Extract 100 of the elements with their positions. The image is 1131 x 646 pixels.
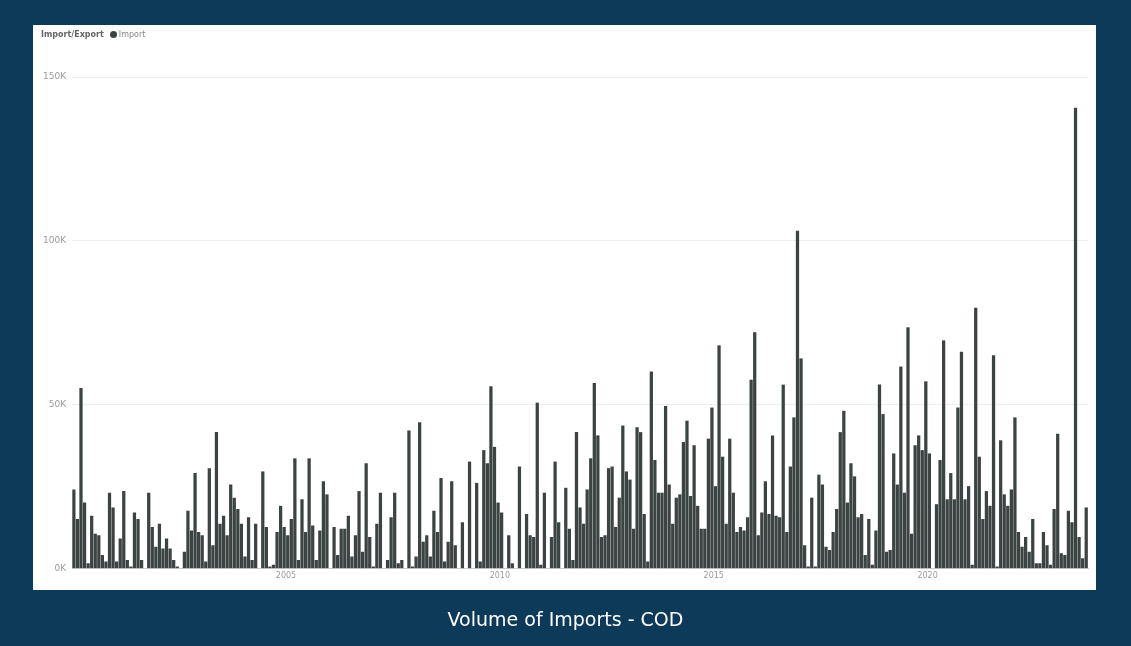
bar bbox=[959, 351, 964, 569]
bar bbox=[763, 481, 768, 569]
bar bbox=[339, 528, 343, 569]
y-tick-label: 150K bbox=[42, 71, 68, 82]
legend-label: Import bbox=[118, 30, 146, 39]
bar bbox=[966, 486, 971, 569]
bar bbox=[877, 384, 882, 569]
bar bbox=[425, 535, 429, 569]
bar bbox=[849, 463, 853, 569]
bar bbox=[553, 461, 557, 569]
bar bbox=[482, 450, 486, 569]
bar bbox=[728, 438, 732, 569]
bar bbox=[432, 510, 436, 569]
bar bbox=[1031, 518, 1035, 569]
bar bbox=[393, 492, 397, 569]
bar bbox=[300, 499, 304, 569]
bar bbox=[592, 382, 596, 569]
x-tick-label: 2010 bbox=[489, 571, 511, 581]
bar bbox=[214, 432, 219, 569]
bar bbox=[842, 410, 846, 569]
bar bbox=[418, 422, 422, 569]
bar bbox=[122, 491, 126, 569]
bar bbox=[1023, 536, 1028, 569]
bar bbox=[489, 386, 493, 569]
bar bbox=[974, 307, 978, 569]
bar bbox=[1041, 532, 1046, 569]
bar bbox=[810, 497, 814, 569]
bar bbox=[407, 430, 411, 569]
bar bbox=[97, 535, 101, 569]
bar bbox=[90, 515, 94, 569]
bar bbox=[132, 512, 137, 569]
bar bbox=[649, 371, 653, 569]
y-tick-label: 0K bbox=[54, 562, 68, 573]
bar bbox=[475, 482, 479, 569]
bar bbox=[924, 381, 928, 569]
bar bbox=[892, 453, 896, 569]
legend-title: Import/Export bbox=[41, 30, 104, 39]
bar bbox=[717, 345, 721, 569]
bar bbox=[460, 522, 465, 569]
bar bbox=[899, 366, 903, 569]
bar bbox=[147, 492, 151, 569]
x-tick-label: 2020 bbox=[917, 571, 938, 581]
bar bbox=[795, 230, 800, 569]
bar bbox=[524, 514, 529, 569]
bar bbox=[79, 387, 83, 569]
bar bbox=[221, 515, 226, 569]
bar bbox=[107, 492, 112, 569]
bar bbox=[999, 440, 1003, 569]
bar bbox=[542, 492, 547, 569]
bar bbox=[164, 538, 169, 569]
bar bbox=[738, 527, 743, 569]
bar bbox=[1056, 433, 1060, 569]
bar bbox=[207, 468, 211, 569]
bar bbox=[229, 484, 233, 569]
bar bbox=[942, 340, 946, 569]
bar bbox=[610, 466, 614, 569]
bar bbox=[278, 505, 283, 569]
bar bbox=[357, 491, 361, 569]
bar bbox=[364, 463, 368, 569]
bar bbox=[467, 461, 472, 569]
bar bbox=[770, 435, 775, 569]
bar bbox=[517, 466, 522, 569]
bar bbox=[606, 468, 611, 569]
bar bbox=[1013, 417, 1017, 569]
bar bbox=[307, 458, 311, 569]
bar bbox=[574, 432, 579, 569]
text: Volume of Imports - COD bbox=[446, 608, 685, 630]
bar bbox=[507, 535, 511, 569]
y-tick-label: 50K bbox=[48, 398, 68, 409]
bar bbox=[949, 473, 953, 569]
bar bbox=[635, 427, 639, 569]
bar bbox=[346, 515, 350, 569]
bar bbox=[753, 332, 757, 569]
bar bbox=[193, 473, 197, 569]
bar bbox=[917, 435, 921, 569]
bar bbox=[564, 487, 568, 569]
bar bbox=[293, 458, 297, 569]
bar bbox=[860, 514, 864, 569]
bar bbox=[663, 405, 668, 569]
bar bbox=[692, 445, 696, 569]
bar bbox=[1066, 510, 1071, 569]
bar bbox=[439, 477, 443, 569]
bar bbox=[991, 355, 996, 569]
bar bbox=[867, 518, 871, 569]
bar bbox=[710, 407, 714, 569]
bar bbox=[378, 492, 383, 569]
bar bbox=[535, 402, 539, 569]
bar bbox=[186, 510, 190, 569]
bar bbox=[1084, 507, 1088, 569]
bar bbox=[450, 481, 454, 569]
bar bbox=[261, 471, 265, 569]
bar bbox=[1073, 107, 1078, 569]
bar bbox=[157, 523, 162, 569]
bar bbox=[984, 491, 989, 569]
bar bbox=[906, 327, 910, 569]
bar bbox=[685, 420, 689, 569]
bar bbox=[246, 517, 251, 569]
bar bbox=[254, 523, 258, 569]
y-tick-label: 100K bbox=[42, 235, 68, 246]
bar bbox=[321, 481, 326, 569]
